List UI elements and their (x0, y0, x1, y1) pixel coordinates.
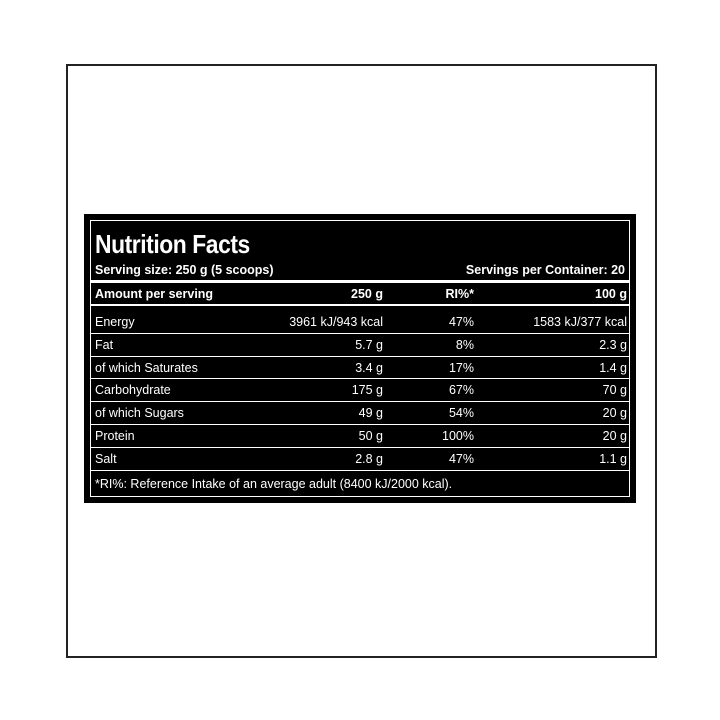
nutrition-label: Nutrition Facts Serving size: 250 g (5 s… (84, 214, 636, 503)
row-cell-0: Energy (95, 315, 135, 329)
row-cell-0: Salt (95, 451, 117, 466)
row-cell-3: 20 g (602, 406, 627, 421)
row-cell-1: 175 g (351, 383, 383, 398)
row-rule (91, 332, 629, 334)
row-cell-2: 47% (448, 315, 474, 329)
row-cell-0: Protein (95, 429, 135, 443)
header-cell-1: 250 g (351, 287, 383, 301)
row-cell-0: Carbohydrate (95, 383, 171, 398)
row-rule (91, 424, 629, 425)
row-cell-3: 70 g (602, 383, 627, 398)
row-cell-0: of which Sugars (95, 406, 184, 421)
row-rule (91, 469, 629, 472)
rule (91, 304, 629, 306)
row-cell-1: 3.4 g (355, 360, 383, 375)
row-cell-2: 67% (448, 383, 474, 398)
row-cell-1: 49 g (358, 406, 383, 421)
row-cell-1: 2.8 g (355, 451, 383, 466)
serving-size: Serving size: 250 g (5 scoops) (95, 263, 274, 277)
label-title: Nutrition Facts (95, 229, 250, 259)
row-cell-3: 2.3 g (599, 337, 627, 352)
row-cell-3: 1583 kJ/377 kcal (533, 315, 627, 329)
row-cell-2: 54% (448, 406, 474, 421)
thick-rule (91, 280, 629, 283)
header-cell-2: RI%* (445, 287, 474, 301)
servings-per-container: Servings per Container: 20 (465, 263, 625, 277)
label-border: Nutrition Facts Serving size: 250 g (5 s… (90, 220, 630, 497)
row-cell-2: 8% (455, 337, 474, 352)
row-cell-3: 1.1 g (599, 451, 627, 466)
row-cell-2: 47% (448, 451, 474, 466)
row-rule (91, 401, 629, 402)
header-cell-0: Amount per serving (95, 287, 214, 301)
row-cell-0: of which Saturates (95, 360, 198, 375)
row-rule (91, 446, 629, 448)
row-cell-2: 100% (442, 429, 474, 443)
row-cell-2: 17% (448, 360, 474, 375)
footnote: *RI%: Reference Intake of an average adu… (95, 477, 453, 491)
row-cell-1: 3961 kJ/943 kcal (289, 315, 383, 329)
row-cell-0: Fat (95, 337, 114, 352)
row-cell-3: 20 g (602, 429, 627, 443)
row-cell-1: 50 g (358, 429, 383, 443)
row-rule (91, 378, 629, 380)
row-cell-3: 1.4 g (599, 360, 627, 375)
image-frame (66, 64, 657, 658)
row-cell-1: 5.7 g (355, 337, 383, 352)
header-cell-3: 100 g (595, 287, 627, 301)
row-rule (91, 355, 629, 357)
